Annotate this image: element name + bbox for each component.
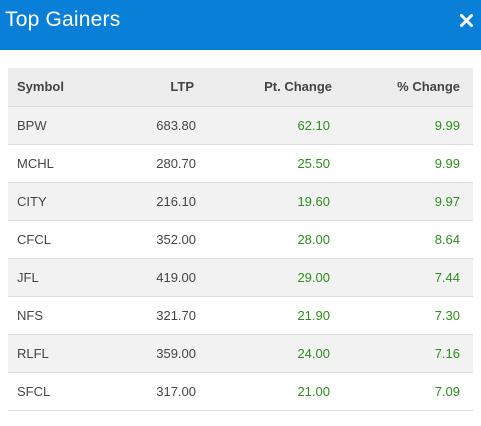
table-row: SFCL 317.00 21.00 7.09 [8,372,473,411]
symbol-cell: MCHL [8,144,113,183]
table-row: RLFL 359.00 24.00 7.16 [8,334,473,373]
column-header-pct-change: % Change [336,68,473,107]
column-header-symbol: Symbol [8,68,113,107]
ltp-cell: 216.10 [113,182,198,221]
table-header: Symbol LTP Pt. Change % Change [8,68,473,107]
pct-change-cell: 7.09 [336,372,473,411]
table-header-row: Symbol LTP Pt. Change % Change [8,68,473,107]
pt-change-cell: 29.00 [198,258,336,297]
gainers-table-container: Symbol LTP Pt. Change % Change BPW 683.8… [8,68,473,411]
pt-change-cell: 28.00 [198,220,336,259]
column-header-pt-change: Pt. Change [198,68,336,107]
pt-change-cell: 25.50 [198,144,336,183]
top-gainers-table: Symbol LTP Pt. Change % Change BPW 683.8… [8,68,473,411]
pct-change-cell: 9.99 [336,106,473,145]
pct-change-cell: 8.64 [336,220,473,259]
ltp-cell: 321.70 [113,296,198,335]
ltp-cell: 359.00 [113,334,198,373]
ltp-cell: 317.00 [113,372,198,411]
close-button[interactable] [458,12,474,28]
table-body: BPW 683.80 62.10 9.99 MCHL 280.70 25.50 … [8,106,473,411]
modal-header: Top Gainers [0,0,481,50]
ltp-cell: 280.70 [113,144,198,183]
pct-change-cell: 9.99 [336,144,473,183]
pct-change-cell: 7.30 [336,296,473,335]
table-row: MCHL 280.70 25.50 9.99 [8,144,473,183]
pt-change-cell: 21.90 [198,296,336,335]
ltp-cell: 419.00 [113,258,198,297]
ltp-cell: 683.80 [113,106,198,145]
table-row: CITY 216.10 19.60 9.97 [8,182,473,221]
table-row: NFS 321.70 21.90 7.30 [8,296,473,335]
pt-change-cell: 62.10 [198,106,336,145]
symbol-cell: BPW [8,106,113,145]
table-row: JFL 419.00 29.00 7.44 [8,258,473,297]
pct-change-cell: 7.44 [336,258,473,297]
symbol-cell: SFCL [8,372,113,411]
symbol-cell: NFS [8,296,113,335]
close-icon [459,13,473,27]
pt-change-cell: 19.60 [198,182,336,221]
column-header-ltp: LTP [113,68,198,107]
symbol-cell: CITY [8,182,113,221]
symbol-cell: JFL [8,258,113,297]
modal-title: Top Gainers [5,8,121,31]
pt-change-cell: 24.00 [198,334,336,373]
ltp-cell: 352.00 [113,220,198,259]
symbol-cell: CFCL [8,220,113,259]
symbol-cell: RLFL [8,334,113,373]
pct-change-cell: 9.97 [336,182,473,221]
pt-change-cell: 21.00 [198,372,336,411]
table-row: BPW 683.80 62.10 9.99 [8,106,473,145]
table-row: CFCL 352.00 28.00 8.64 [8,220,473,259]
pct-change-cell: 7.16 [336,334,473,373]
